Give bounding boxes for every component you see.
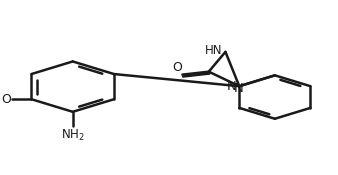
Text: O: O [1, 93, 11, 106]
Text: N: N [227, 80, 237, 93]
Text: N: N [234, 82, 244, 95]
Text: O: O [172, 61, 182, 74]
Text: NH$_2$: NH$_2$ [61, 128, 84, 143]
Text: HN: HN [205, 44, 222, 57]
